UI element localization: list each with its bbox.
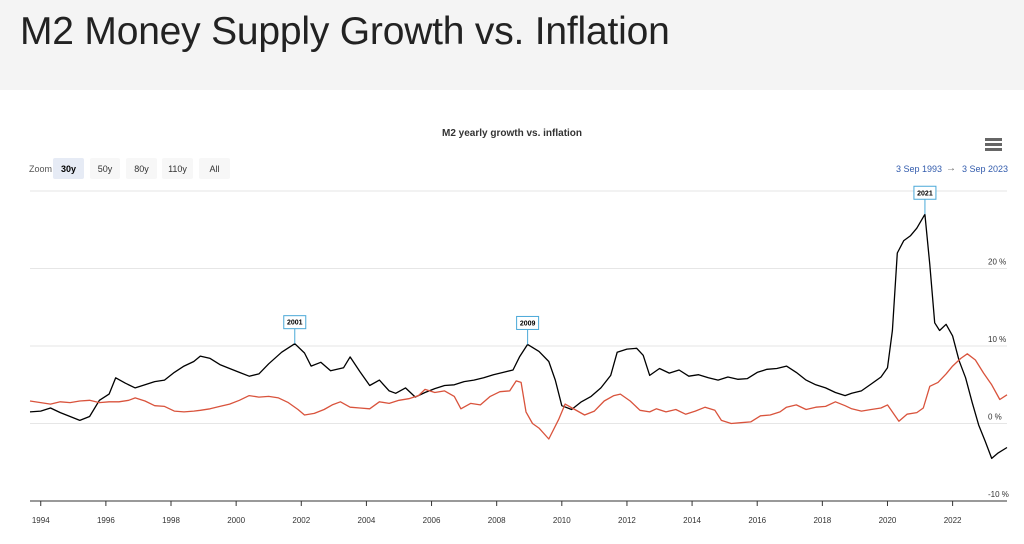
flag-label: 2009: [520, 320, 536, 327]
zoom-button-50y[interactable]: 50y: [90, 158, 120, 179]
zoom-label: Zoom: [29, 164, 53, 174]
x-tick-label: 1994: [32, 516, 50, 525]
x-tick-label: 2004: [358, 516, 376, 525]
y-tick-label: 0 %: [988, 413, 1002, 422]
flag-box: [283, 315, 307, 330]
range-to-input[interactable]: 3 Sep 2023: [962, 164, 1009, 174]
y-tick-label: -10 %: [988, 490, 1009, 499]
y-tick-label: 10 %: [988, 335, 1006, 344]
zoom-button-110y[interactable]: 110y: [162, 158, 193, 179]
range-from-input[interactable]: 3 Sep 1993: [896, 164, 943, 174]
x-tick-label: 2018: [813, 516, 831, 525]
zoom-button-30y[interactable]: 30y: [53, 158, 84, 179]
page-title: M2 Money Supply Growth vs. Inflation: [20, 10, 670, 53]
x-tick-label: 2022: [944, 516, 962, 525]
series-line-red: [29, 353, 1008, 440]
menu-bar: [985, 143, 1002, 146]
zoom-button-all[interactable]: All: [199, 158, 230, 179]
x-tick-label: 2014: [683, 516, 701, 525]
x-tick-label: 1998: [162, 516, 180, 525]
flag-box: [913, 185, 937, 200]
y-tick-label: 20 %: [988, 258, 1006, 267]
chart-title: M2 yearly growth vs. inflation: [441, 128, 583, 139]
x-tick-label: 2020: [879, 516, 897, 525]
x-tick-label: 2000: [227, 516, 245, 525]
x-tick-label: 2002: [292, 516, 310, 525]
x-tick-label: 2012: [618, 516, 636, 525]
flag-label: 2001: [287, 320, 303, 327]
x-tick-label: 2008: [488, 516, 506, 525]
x-tick-label: 1996: [97, 516, 115, 525]
x-tick-label: 2006: [423, 516, 441, 525]
zoom-button-80y[interactable]: 80y: [126, 158, 157, 179]
x-tick-label: 2010: [553, 516, 571, 525]
flag-box: [516, 315, 540, 330]
menu-bar: [985, 148, 1002, 151]
menu-bar: [985, 138, 1002, 141]
page-header: M2 Money Supply Growth vs. Inflation: [0, 0, 1024, 90]
hamburger-menu-icon[interactable]: [985, 138, 1002, 152]
x-tick-label: 2016: [748, 516, 766, 525]
series-line-black: [29, 213, 1008, 460]
flag-label: 2021: [917, 190, 933, 197]
range-arrow: →: [946, 163, 956, 174]
